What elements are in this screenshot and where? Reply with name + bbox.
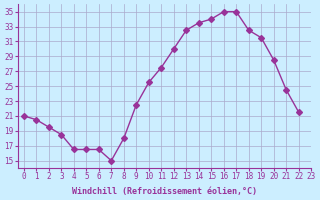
X-axis label: Windchill (Refroidissement éolien,°C): Windchill (Refroidissement éolien,°C) [72,187,257,196]
